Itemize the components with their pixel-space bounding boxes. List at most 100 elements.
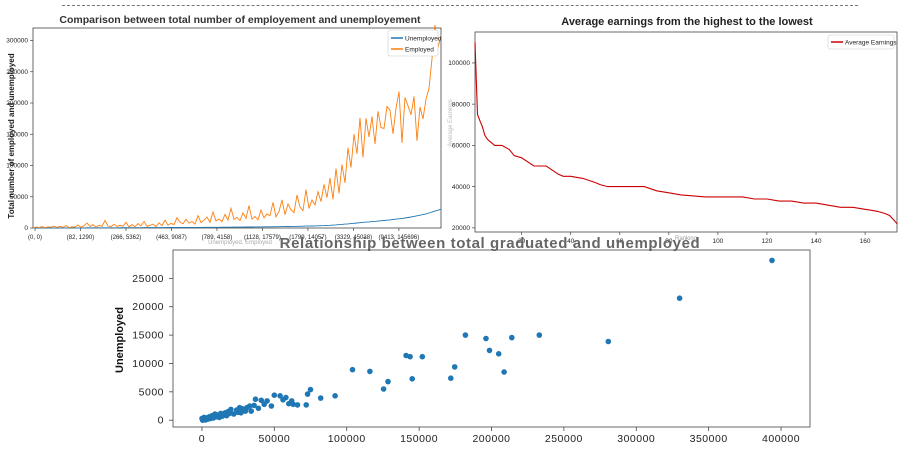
chart3-ytick-label: 5000 <box>139 386 164 398</box>
scatter-point <box>332 393 338 399</box>
legend-unemployed: Unemployed <box>405 36 442 43</box>
scatter-point <box>304 391 311 397</box>
chart2-xtick-label: 120 <box>762 238 773 245</box>
chart2-ytick-label: 20000 <box>452 225 470 232</box>
chart3-ytick-label: 15000 <box>132 330 164 342</box>
scatter-point <box>277 393 283 399</box>
top-dashed-border <box>62 0 858 6</box>
chart1-xtick-label: (266, 5362) <box>111 235 142 241</box>
chart2-ytick-label: 60000 <box>452 143 470 150</box>
scatter-point <box>676 295 683 301</box>
legend-average-earnings: Average Earnings <box>845 40 897 47</box>
scatter-point <box>317 395 324 401</box>
scatter-point <box>303 402 309 408</box>
chart2-xtick-label: 20 <box>518 238 526 245</box>
chart3-xtick-label: 50000 <box>258 433 290 445</box>
scatter-point <box>233 407 240 413</box>
chart1-frame <box>32 27 442 229</box>
scatter-point <box>367 368 373 375</box>
chart1-xtick-label: (463, 9087) <box>156 235 187 241</box>
chart2-xtick-label: 140 <box>811 238 822 245</box>
scatter-point <box>248 408 254 414</box>
scatter-point <box>255 405 262 412</box>
chart3-xtick-label: 200000 <box>472 433 510 445</box>
chart3-xtick-label: 250000 <box>545 433 583 445</box>
chart1-ytick-label: 0 <box>24 225 28 232</box>
chart2-ytick-label: 80000 <box>452 101 470 108</box>
chart1-xtick-label: (0, 0) <box>28 235 42 241</box>
chart1-ytick-label: 150000 <box>6 131 28 138</box>
scatter-point <box>271 392 278 398</box>
scatter-point <box>258 397 265 404</box>
chart2-legend: Average Earnings <box>827 34 897 50</box>
scatter-point <box>462 332 469 338</box>
chart3-ytick-label: 25000 <box>132 273 164 285</box>
scatter-point <box>605 338 612 345</box>
scatter-point <box>495 351 502 357</box>
scatter-point <box>349 366 356 373</box>
chart1-ytick-label: 250000 <box>6 69 28 76</box>
average-earnings-svg: Average earnings from the highest to the… <box>448 16 898 245</box>
chart1-series-unemployed <box>33 208 442 229</box>
scatter-point <box>536 332 543 338</box>
scatter-point <box>769 257 775 264</box>
chart2-xtick-label: 100 <box>712 238 723 245</box>
graduated-unemployed-svg: Relationship between total graduated and… <box>114 235 811 445</box>
chart1-ytick-label: 300000 <box>6 38 28 45</box>
chart1-legend: Unemployed Employed <box>387 29 442 57</box>
scatter-point <box>501 369 507 375</box>
chart3-xtick-label: 100000 <box>328 433 366 445</box>
scatter-point <box>231 411 237 417</box>
chart2-title: Average earnings from the highest to the… <box>561 16 813 28</box>
scatter-point <box>448 375 454 381</box>
chart2-xtick-label: 160 <box>860 238 871 245</box>
scatter-point <box>486 347 493 354</box>
chart1-xtick-label: (3329, 45038) <box>335 235 372 241</box>
chart3-xtick-label: 300000 <box>617 433 655 445</box>
scatter-point <box>483 335 489 342</box>
chart3-ytick-label: 0 <box>158 415 164 427</box>
scatter-point <box>204 416 210 422</box>
scatter-point <box>261 401 267 408</box>
chart1-title: Comparison between total number of emplo… <box>59 14 421 26</box>
scatter-point <box>251 402 257 409</box>
chart1-ytick-label: 200000 <box>6 100 28 107</box>
chart2-frame <box>474 31 898 233</box>
scatter-point <box>403 352 409 359</box>
chart1-xtick-label: (1128, 17579) <box>244 235 281 241</box>
chart1-ytick-label: 100000 <box>6 163 28 170</box>
chart1-xtick-label: (82, 1290) <box>67 235 94 241</box>
chart3-xtick-label: 0 <box>199 433 205 445</box>
chart1-ylabel: Total number of employed and unemployed <box>7 53 16 218</box>
chart3-xtick-label: 400000 <box>762 433 800 445</box>
chart1-ytick-label: 50000 <box>10 194 28 201</box>
chart3-title: Relationship between total graduated and… <box>280 235 701 252</box>
scatter-point <box>451 364 458 370</box>
chart3-ytick-label: 10000 <box>132 358 164 370</box>
scatter-point <box>509 334 515 341</box>
chart3-ylabel: Unemployed <box>114 307 126 373</box>
chart1-xlabel: Unemployed, Employed <box>208 240 272 246</box>
chart2-ytick-label: 40000 <box>452 184 470 191</box>
legend-employed: Employed <box>405 47 434 54</box>
chart1-series-employed <box>32 24 442 229</box>
scatter-point <box>252 396 259 402</box>
employment-comparison-chart: Comparison between total number of emplo… <box>0 8 452 248</box>
scatter-point <box>294 402 301 408</box>
chart1-xtick-label: (789, 4158) <box>202 235 233 241</box>
chart2-ylabel: Average Earnings <box>448 99 454 147</box>
employment-comparison-svg: Comparison between total number of emplo… <box>6 14 442 246</box>
chart2-xtick-label: 40 <box>567 238 575 245</box>
scatter-point <box>286 400 292 407</box>
scatter-point <box>419 353 426 360</box>
scatter-point <box>307 386 314 393</box>
average-earnings-chart: Average earnings from the highest to the… <box>430 8 913 248</box>
chart3-xtick-label: 150000 <box>400 433 438 445</box>
scatter-point <box>268 403 275 409</box>
scatter-point <box>280 397 286 403</box>
scatter-point <box>409 376 416 382</box>
graduated-unemployed-scatter: Relationship between total graduated and… <box>90 232 830 452</box>
chart1-xtick-label: (9413, 145696) <box>379 235 420 241</box>
chart2-xtick-label: 80 <box>665 238 673 245</box>
chart3-xtick-label: 350000 <box>690 433 728 445</box>
